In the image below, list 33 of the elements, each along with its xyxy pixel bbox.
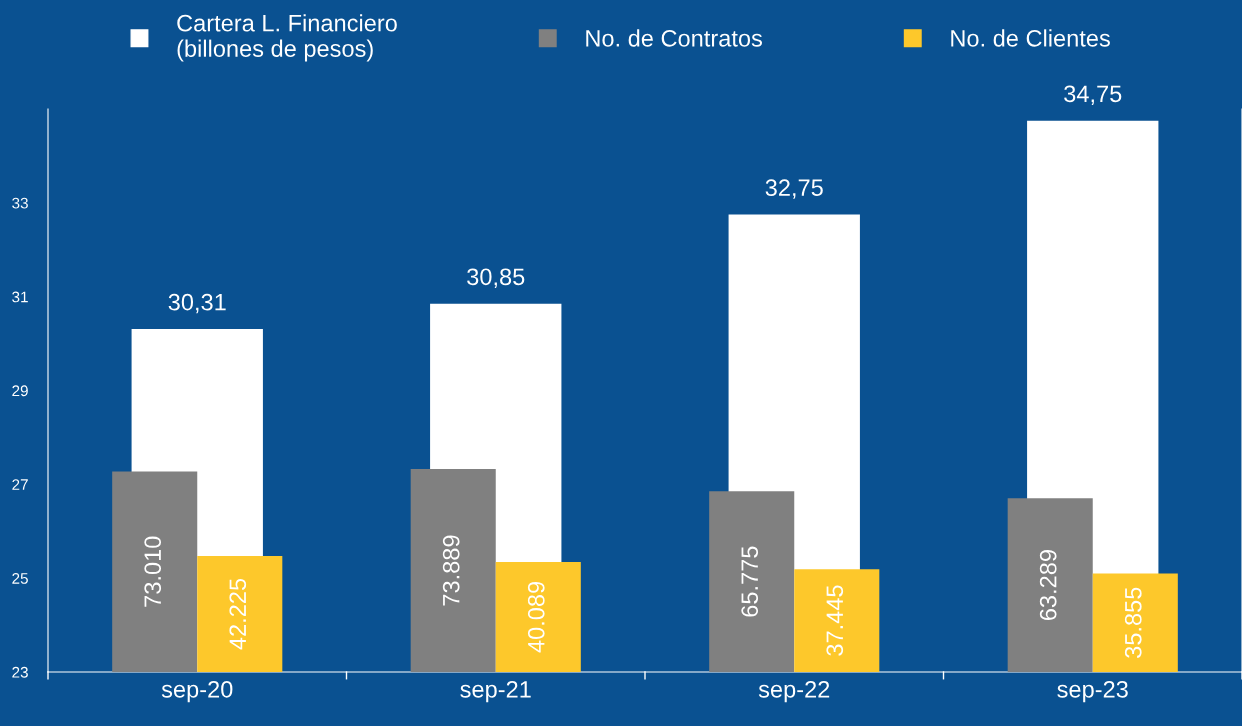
y-tick-label: 31 (12, 291, 28, 303)
data-label: 65.775 (741, 546, 759, 617)
legend-label: No. de Clientes (951, 29, 1110, 47)
y-tick-label: 23 (12, 666, 28, 678)
y-tick-label: 27 (12, 479, 28, 490)
data-label: 32,75 (765, 179, 823, 199)
bar (1007, 498, 1093, 672)
y-tick-label: 33 (12, 197, 28, 209)
data-label: 34,75 (1064, 85, 1122, 105)
x-tick-label: sep-23 (1057, 680, 1128, 703)
x-tick-label: sep-22 (758, 680, 830, 703)
data-label: 42.225 (229, 578, 247, 650)
legend-label: No. de Contratos (586, 29, 762, 47)
data-label: 30,85 (467, 268, 525, 288)
bar (112, 471, 198, 672)
y-tick-label: 25 (12, 573, 28, 584)
x-tick-label: sep-20 (161, 680, 233, 703)
y-tick-label: 29 (12, 385, 28, 397)
bar (1092, 573, 1178, 672)
data-label: 30,31 (168, 293, 226, 314)
bar (794, 569, 880, 672)
x-tick-label: sep-21 (460, 680, 531, 703)
bar (197, 556, 283, 672)
data-label: 73.889 (442, 535, 460, 606)
data-label: 40.089 (527, 581, 545, 653)
data-label: 73.010 (144, 536, 162, 607)
bar (410, 469, 496, 672)
bar (495, 561, 581, 672)
data-label: 37.445 (826, 585, 844, 656)
data-label: 35.855 (1124, 587, 1142, 658)
legend-label: Cartera L. Financiero (billones de pesos) (177, 14, 397, 62)
data-label: 63.289 (1039, 550, 1057, 620)
bar (709, 491, 795, 672)
